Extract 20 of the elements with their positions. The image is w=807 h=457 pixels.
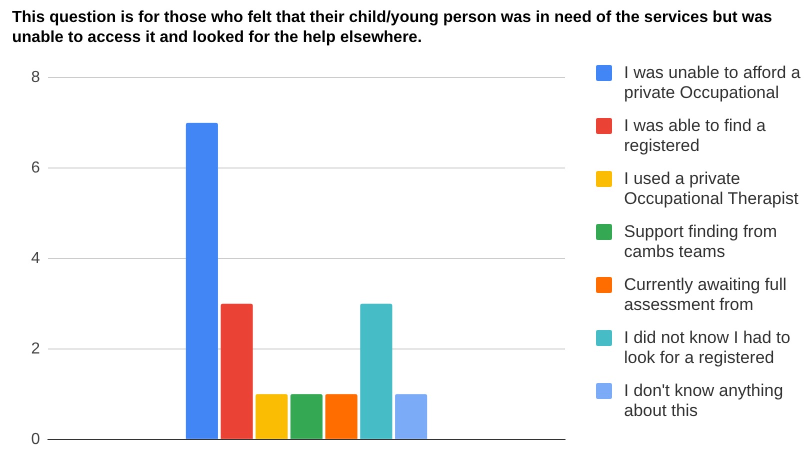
legend-label: Currently awaiting full assessment from xyxy=(624,275,788,315)
legend-label: I was unable to afford a private Occupational xyxy=(624,63,802,103)
legend-label: I was able to find a registered xyxy=(624,116,767,156)
y-tick-label: 0 xyxy=(31,430,40,448)
bar xyxy=(220,304,253,439)
bar xyxy=(360,304,392,439)
legend-label: I don't know anything about this xyxy=(624,381,784,421)
legend-label: I did not know I had to look for a registered xyxy=(624,328,792,368)
bar xyxy=(325,394,358,439)
bar xyxy=(186,122,218,439)
bar xyxy=(395,394,428,439)
legend-label: I used a private Occupational Therapist xyxy=(624,169,800,209)
bar xyxy=(290,394,323,439)
bar xyxy=(256,394,288,439)
y-tick-label: 2 xyxy=(31,340,40,358)
y-tick-label: 8 xyxy=(31,69,40,86)
chart-title: This question is for those who felt that their child/young person was in need of the services but was unable to access it and looked for the help elsewhere. xyxy=(12,8,774,48)
y-tick-label: 6 xyxy=(31,159,40,176)
legend-label: Support finding from cambs teams xyxy=(624,222,778,262)
y-tick-label: 4 xyxy=(31,250,40,267)
